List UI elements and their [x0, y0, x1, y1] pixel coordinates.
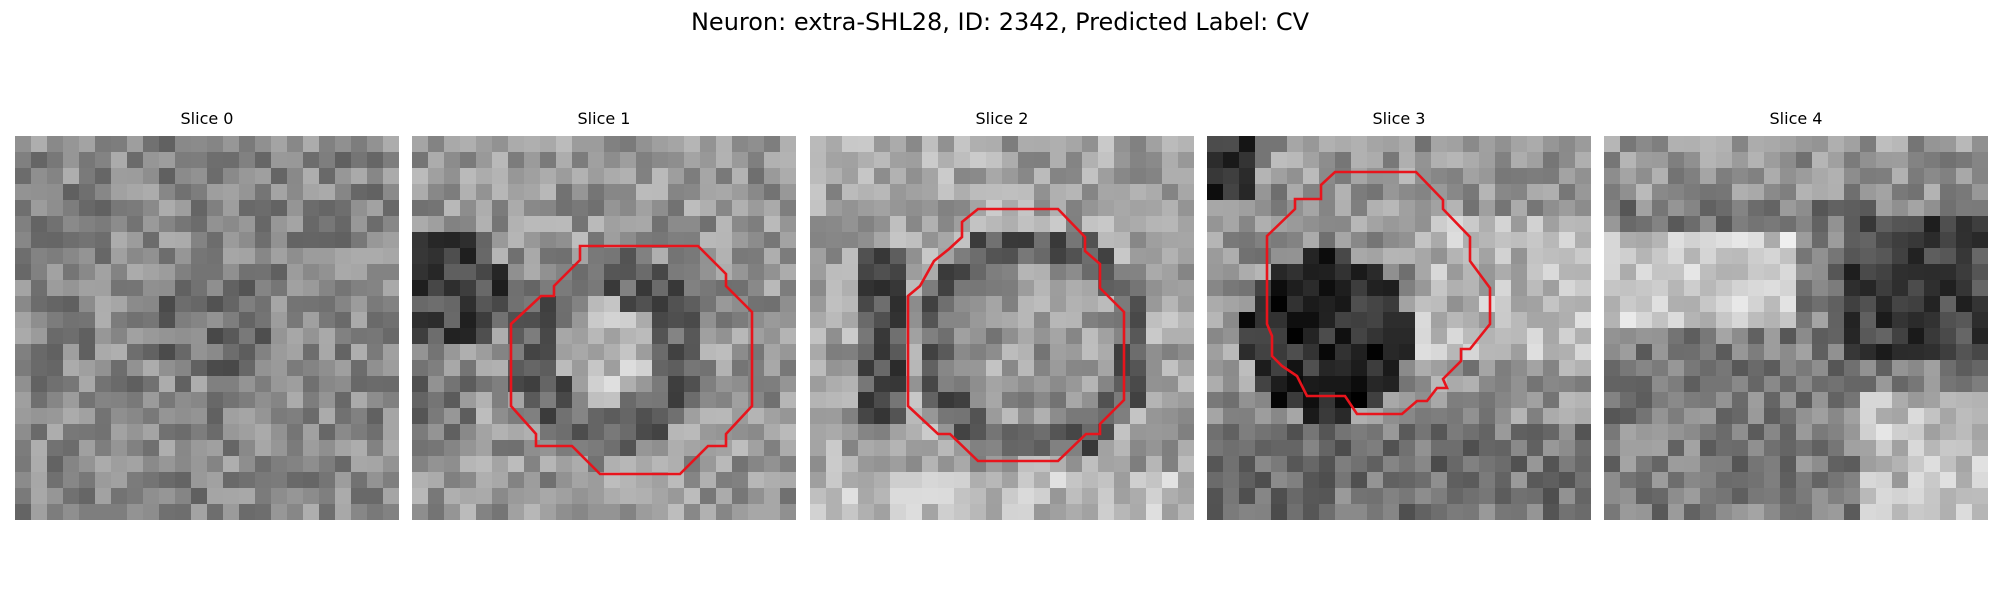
- slice-title: Slice 0: [15, 108, 399, 130]
- slice-panel-0: Slice 0: [15, 108, 399, 130]
- segmentation-contour: [1207, 136, 1591, 520]
- slice-title: Slice 4: [1604, 108, 1988, 130]
- slice-image: [1604, 136, 1988, 520]
- slice-panel-4: Slice 4: [1604, 108, 1988, 130]
- figure-title: Neuron: extra-SHL28, ID: 2342, Predicted…: [0, 6, 2000, 38]
- slice-panel-2: Slice 2: [810, 108, 1194, 130]
- segmentation-contour: [810, 136, 1194, 520]
- slice-image: [15, 136, 399, 520]
- slice-title: Slice 3: [1207, 108, 1591, 130]
- slice-panel-3: Slice 3: [1207, 108, 1591, 130]
- slice-title: Slice 2: [810, 108, 1194, 130]
- slice-title: Slice 1: [412, 108, 796, 130]
- segmentation-contour: [412, 136, 796, 520]
- slice-panel-1: Slice 1: [412, 108, 796, 130]
